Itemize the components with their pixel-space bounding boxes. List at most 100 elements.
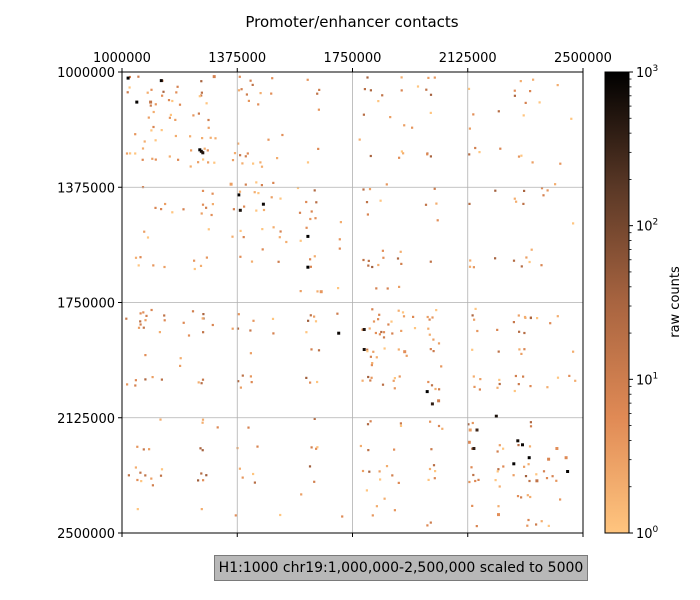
- heatmap-cell: [372, 350, 375, 353]
- heatmap-cell: [496, 470, 499, 473]
- heatmap-cell: [167, 99, 171, 102]
- heatmap-cell: [128, 75, 131, 79]
- heatmap-cell: [515, 200, 518, 203]
- heatmap-cell: [476, 329, 479, 333]
- heatmap-cell: [207, 161, 210, 164]
- heatmap-cell: [367, 449, 370, 452]
- heatmap-cell: [150, 477, 153, 480]
- heatmap-cell: [540, 187, 544, 190]
- heatmap-cell: [197, 381, 200, 384]
- heatmap-cell: [472, 266, 475, 269]
- heatmap-cell: [200, 80, 203, 83]
- heatmap-cell: [471, 447, 474, 450]
- heatmap-cell: [546, 386, 549, 389]
- heatmap-cell: [516, 439, 520, 443]
- heatmap-cell: [267, 138, 270, 141]
- y-tick-label: 1750000: [57, 297, 115, 312]
- heatmap-cell: [250, 260, 254, 263]
- heatmap-cell: [475, 525, 478, 528]
- heatmap-cell: [139, 320, 142, 323]
- heatmap-cell: [171, 211, 174, 214]
- heatmap-cell: [370, 376, 373, 379]
- heatmap-cell: [468, 480, 471, 484]
- heatmap-cell: [252, 319, 255, 322]
- heatmap-cell: [520, 496, 523, 499]
- heatmap-cell: [163, 319, 166, 322]
- heatmap-cell: [211, 203, 214, 206]
- heatmap-cell: [434, 387, 437, 391]
- heatmap-cell: [260, 184, 263, 187]
- heatmap-cell: [378, 333, 381, 336]
- heatmap-cell: [532, 78, 535, 81]
- heatmap-cell: [285, 240, 288, 244]
- heatmap-cell: [431, 316, 434, 319]
- heatmap-cell: [245, 93, 248, 96]
- heatmap-cell: [212, 75, 216, 79]
- heatmap-cell: [380, 330, 383, 334]
- heatmap-cell: [259, 92, 262, 95]
- heatmap-cell: [519, 80, 522, 83]
- status-bar: H1:1000 chr19:1,000,000-2,500,000 scaled…: [214, 555, 588, 581]
- heatmap-cell: [241, 374, 244, 377]
- heatmap-cell: [477, 478, 480, 481]
- heatmap-cell: [134, 384, 137, 387]
- heatmap-cell: [372, 320, 376, 323]
- heatmap-cell: [473, 385, 476, 388]
- heatmap-cell: [143, 140, 146, 143]
- heatmap-cell: [437, 399, 441, 403]
- heatmap-cell: [411, 126, 414, 129]
- heatmap-cell: [513, 197, 516, 200]
- heatmap-cell: [192, 114, 195, 117]
- heatmap-cell: [338, 238, 341, 241]
- heatmap-cell: [127, 474, 130, 477]
- heatmap-cell: [257, 192, 260, 195]
- heatmap-cell: [251, 83, 254, 86]
- heatmap-cell: [316, 290, 319, 293]
- heatmap-cell: [149, 100, 153, 104]
- heatmap-cell: [152, 264, 155, 267]
- heatmap-cell: [201, 378, 205, 381]
- heatmap-cell: [367, 259, 370, 262]
- heatmap-cell: [433, 187, 436, 190]
- heatmap-cell: [189, 165, 192, 168]
- heatmap-cell: [296, 186, 300, 190]
- heatmap-cell: [136, 508, 139, 511]
- heatmap-cell: [247, 99, 250, 102]
- heatmap-cell: [247, 426, 250, 429]
- heatmap-cell: [426, 153, 429, 156]
- heatmap-cell: [200, 94, 203, 97]
- heatmap-cell: [433, 76, 436, 79]
- heatmap-cell: [317, 349, 321, 352]
- heatmap-cell: [432, 350, 435, 353]
- heatmap-cell: [366, 76, 369, 79]
- heatmap-cell: [152, 110, 155, 114]
- heatmap-cell: [299, 239, 302, 242]
- heatmap-cell: [429, 93, 433, 96]
- heatmap-cell: [279, 513, 282, 517]
- heatmap-cell: [214, 137, 217, 140]
- heatmap-cell: [374, 331, 377, 335]
- heatmap-cell: [201, 317, 204, 320]
- heatmap-cell: [375, 287, 378, 290]
- heatmap-cell: [198, 95, 201, 98]
- heatmap-cell: [197, 161, 200, 164]
- heatmap-cell: [398, 285, 401, 288]
- heatmap-cell: [160, 129, 163, 132]
- heatmap-cell: [498, 378, 501, 381]
- heatmap-cell: [369, 379, 372, 382]
- heatmap-cell: [427, 327, 430, 330]
- heatmap-cell: [432, 464, 436, 467]
- heatmap-cell: [149, 104, 152, 107]
- heatmap-cell: [313, 189, 316, 192]
- heatmap-cell: [362, 348, 366, 351]
- heatmap-cell: [150, 88, 153, 91]
- heatmap-cell: [137, 75, 140, 78]
- heatmap-cell: [174, 134, 177, 138]
- heatmap-cell: [366, 348, 369, 351]
- heatmap-cell: [239, 386, 242, 389]
- heatmap-cell: [148, 448, 151, 451]
- heatmap-cell: [134, 256, 138, 259]
- heatmap-cell: [201, 189, 205, 192]
- heatmap-cell: [309, 217, 312, 221]
- heatmap-cell: [382, 256, 385, 259]
